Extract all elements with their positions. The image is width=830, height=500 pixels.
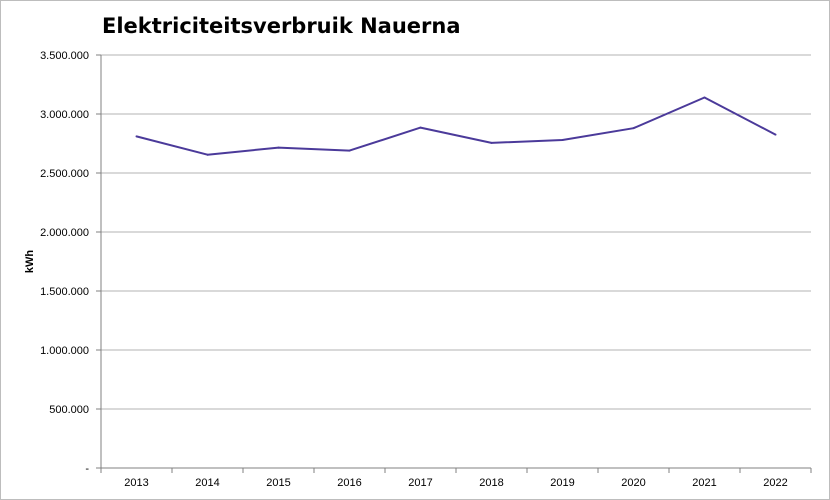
x-tick-label: 2022 xyxy=(763,477,787,489)
data-point xyxy=(135,135,138,138)
data-point xyxy=(632,127,635,130)
x-tick-label: 2019 xyxy=(550,477,574,489)
data-point xyxy=(206,153,209,156)
x-tick-label: 2021 xyxy=(692,477,716,489)
x-tick-label: 2020 xyxy=(621,477,645,489)
data-point xyxy=(277,146,280,149)
axes xyxy=(96,54,812,473)
y-tick-label: 2.000.000 xyxy=(40,227,89,239)
x-tick-label: 2017 xyxy=(408,477,432,489)
x-tick-label: 2018 xyxy=(479,477,503,489)
data-point xyxy=(561,138,564,141)
y-tick-label: 3.500.000 xyxy=(40,50,89,62)
x-tick-labels: 2013 2014 2015 2016 2017 2018 2019 2020 2021 2022 xyxy=(124,477,787,489)
data-point xyxy=(348,149,351,152)
data-point xyxy=(774,133,777,136)
x-tick-label: 2016 xyxy=(337,477,361,489)
data-point xyxy=(419,126,422,129)
data-point xyxy=(703,96,706,99)
gridlines xyxy=(101,54,811,410)
series-lines xyxy=(135,96,777,156)
data-point xyxy=(490,141,493,144)
series-line xyxy=(136,96,776,156)
x-tick-label: 2015 xyxy=(266,477,290,489)
y-tick-label: 1.000.000 xyxy=(40,345,89,357)
y-tick-label: 2.500.000 xyxy=(40,168,89,180)
y-tick-label: 500.000 xyxy=(49,404,89,416)
chart-title: Elektriciteitsverbruik Nauerna xyxy=(102,14,461,38)
y-tick-labels: - 500.000 1.000.000 1.500.000 2.000.000 2.500… xyxy=(40,50,89,475)
x-tick-label: 2014 xyxy=(195,477,219,489)
y-tick-label: 1.500.000 xyxy=(40,286,89,298)
y-tick-label: 3.000.000 xyxy=(40,109,89,121)
y-tick-label: - xyxy=(85,463,89,475)
x-tick-label: 2013 xyxy=(124,477,148,489)
y-axis-title: kWh xyxy=(24,250,36,274)
